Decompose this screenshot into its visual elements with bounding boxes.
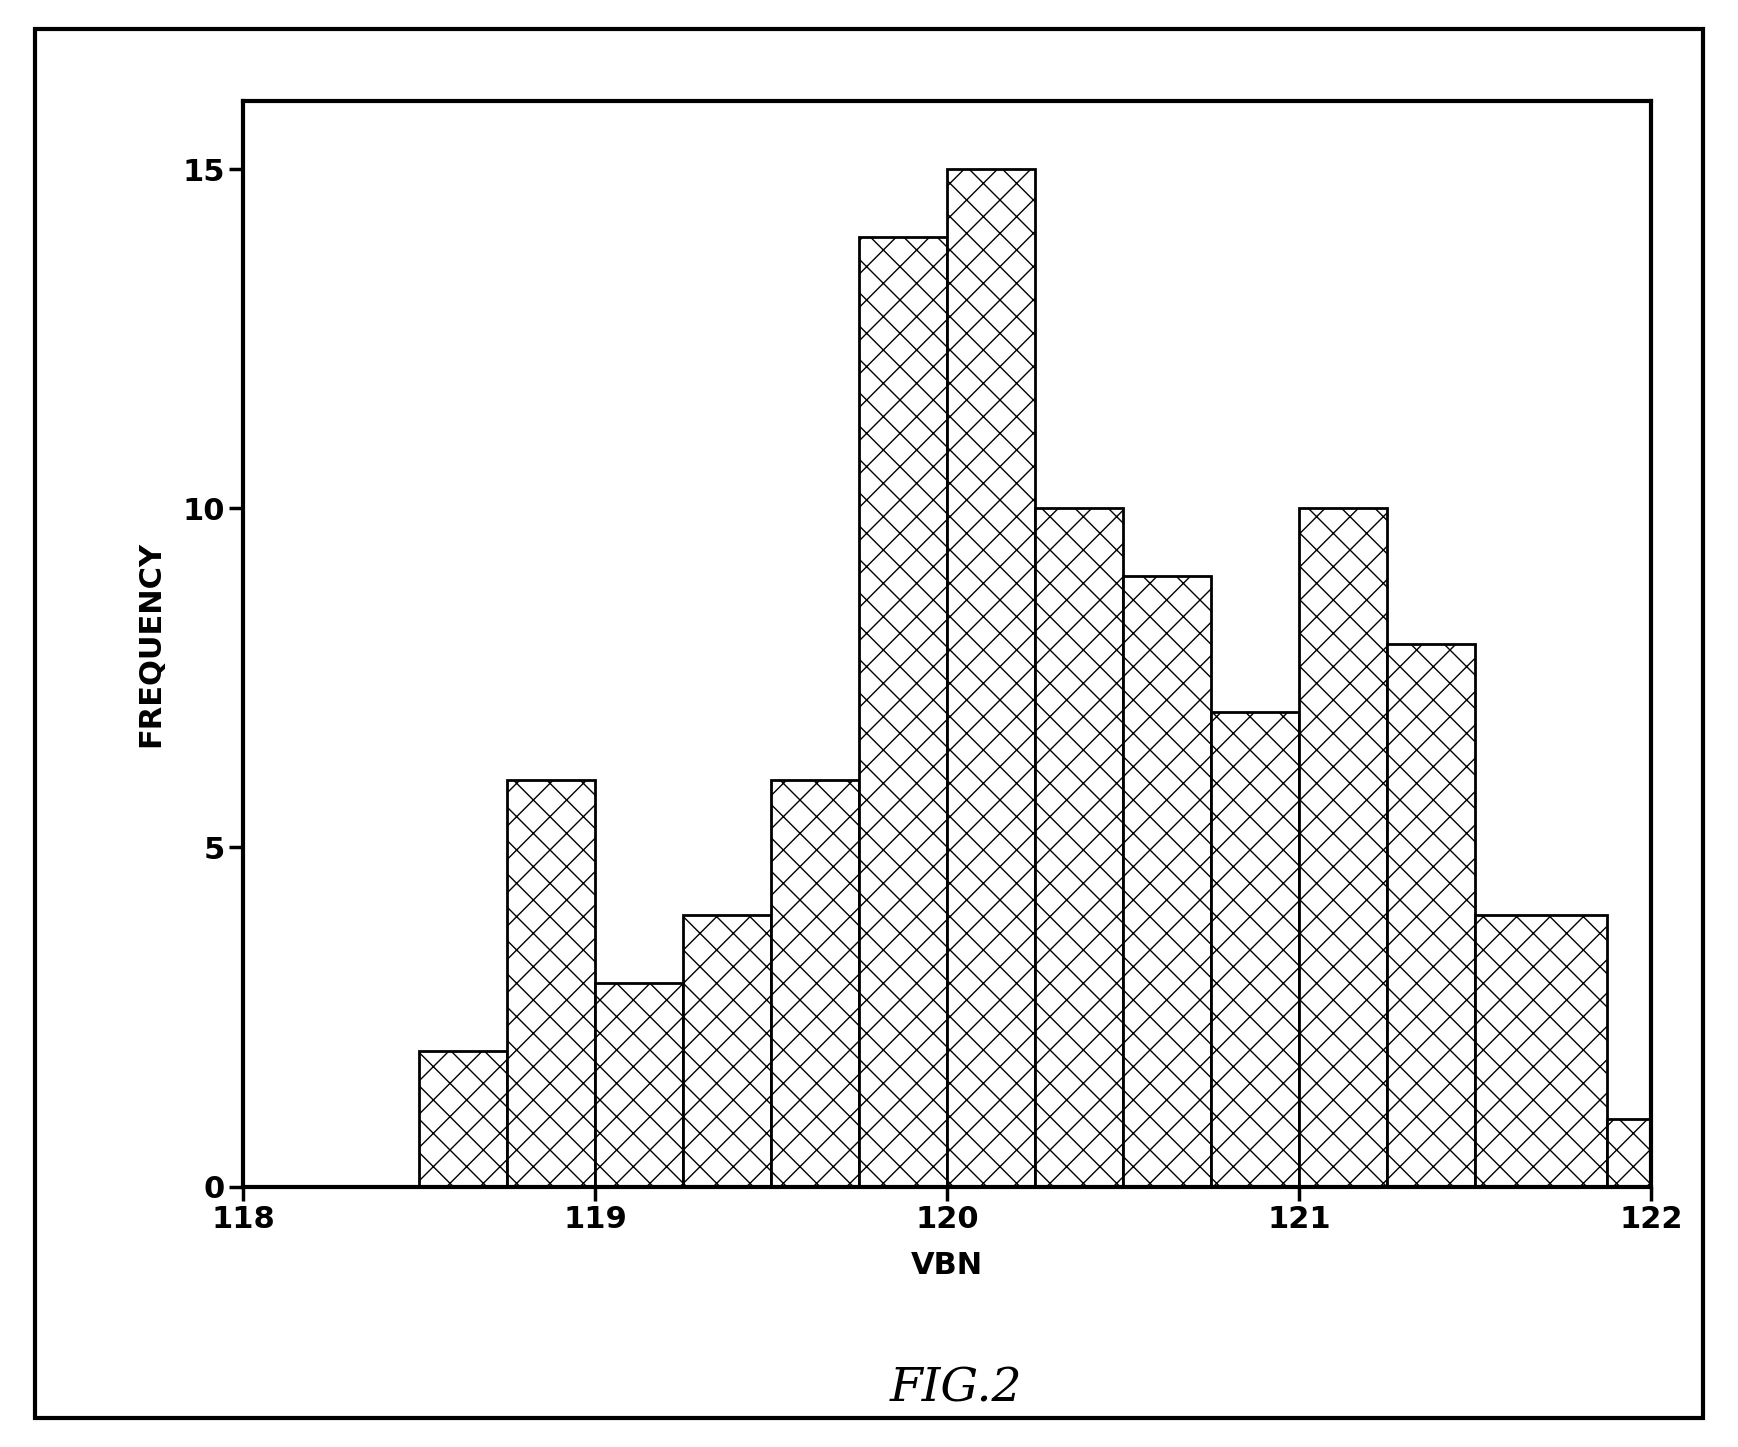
Bar — [1608, 1119, 1651, 1187]
Bar — [1298, 508, 1387, 1187]
Bar — [1476, 916, 1608, 1187]
Y-axis label: FREQUENCY: FREQUENCY — [136, 541, 165, 747]
Bar — [947, 169, 1036, 1187]
X-axis label: VBN: VBN — [911, 1252, 984, 1281]
Bar — [507, 780, 594, 1187]
Bar — [1123, 576, 1211, 1187]
Text: FIG.2: FIG.2 — [890, 1366, 1022, 1412]
Bar — [859, 237, 947, 1187]
Bar — [594, 983, 683, 1187]
Bar — [683, 916, 772, 1187]
Bar — [1211, 712, 1298, 1187]
Bar — [1036, 508, 1123, 1187]
Bar — [1387, 644, 1476, 1187]
Bar — [772, 780, 859, 1187]
Bar — [419, 1051, 507, 1187]
